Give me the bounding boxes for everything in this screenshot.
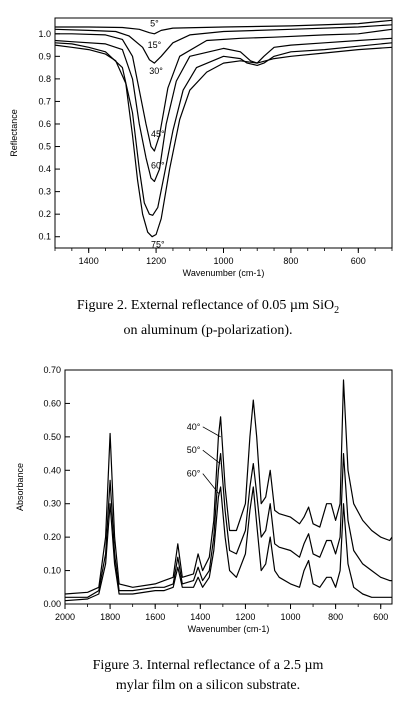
y-tick-label: 0.40 <box>43 465 61 475</box>
series-label-45deg: 45° <box>151 129 165 139</box>
figure-2-caption: Figure 2. External reflectance of 0.05 µ… <box>0 296 416 341</box>
series-line-15deg <box>54 24 393 64</box>
absorbance-chart: 2000 1800 1600 1400 1200 1000 800 600 0.00 0.10 0.… <box>15 365 393 634</box>
y-tick-label: 0.2 <box>38 209 51 219</box>
series-label-75deg: 75° <box>151 240 165 250</box>
annotation-label-40deg: 40° <box>187 422 201 432</box>
series-line-60deg <box>54 42 393 216</box>
y-tick-label: 0.4 <box>38 164 51 174</box>
series-line-75deg <box>54 44 393 238</box>
series-line-60deg <box>64 486 392 602</box>
x-tick-label: 2000 <box>55 612 75 622</box>
series-line-5deg <box>55 19 393 35</box>
x-tick-label: 1000 <box>213 256 233 266</box>
y-tick-label: 0.8 <box>38 74 51 84</box>
series-line-45deg <box>54 37 393 183</box>
x-tick-label: 800 <box>328 612 343 622</box>
x-tick-label: 1000 <box>281 612 301 622</box>
figure-2-caption-line1: Figure 2. External reflectance of 0.05 µ… <box>76 298 335 313</box>
x-tick-label: 1200 <box>235 612 255 622</box>
reflectance-chart: 1400 1200 1000 800 600 0.1 0.2 0.3 0.4 0.5 0.6 0.7 0… <box>9 17 393 278</box>
series-label-30deg: 30° <box>149 66 163 76</box>
annotation-leader <box>202 426 221 438</box>
y-tick-label: 0.3 <box>38 187 51 197</box>
figure-3-caption-line1: Figure 3. Internal reflectance of a 2.5 … <box>92 658 324 673</box>
y-tick-label: 0.9 <box>38 51 51 61</box>
x-tick-label: 1800 <box>100 612 120 622</box>
figure-3-caption-line2: mylar film on a silicon substrate. <box>115 678 301 693</box>
y-axis-label: Reflectance <box>9 109 19 157</box>
annotation-label-50deg: 50° <box>187 445 201 455</box>
x-axis-label: Wavenumber (cm-1) <box>183 268 265 278</box>
y-tick-label: 0.10 <box>43 566 61 576</box>
y-tick-label: 0.60 <box>43 398 61 408</box>
x-tick-label: 1200 <box>146 256 166 266</box>
series-label-5deg: 5° <box>150 19 159 29</box>
series-line-50deg <box>65 453 392 598</box>
figure-2-caption-line2: on aluminum (p-polarization). <box>123 322 293 338</box>
figure-3-caption: Figure 3. Internal reflectance of a 2.5 … <box>0 656 416 696</box>
x-tick-label: 1600 <box>145 612 165 622</box>
figure-2-caption-subscript: 2 <box>334 304 340 316</box>
series-label-60deg: 60° <box>151 161 165 171</box>
y-tick-label: 0.30 <box>43 499 61 509</box>
annotation-label-60deg: 60° <box>187 469 201 479</box>
y-tick-label: 0.5 <box>38 142 51 152</box>
y-tick-label: 0.6 <box>38 119 51 129</box>
y-tick-label: 0.7 <box>38 96 51 106</box>
y-axis-label: Absorbance <box>15 463 25 511</box>
x-tick-label: 600 <box>373 612 388 622</box>
annotation-leader <box>202 449 221 464</box>
y-tick-label: 1.0 <box>38 29 51 39</box>
x-tick-label: 1400 <box>190 612 210 622</box>
series-line-30deg <box>55 28 393 152</box>
y-tick-label: 0.20 <box>43 532 61 542</box>
y-tick-label: 0.50 <box>43 432 61 442</box>
series-label-15deg: 15° <box>148 40 162 50</box>
plot-frame <box>64 369 393 605</box>
y-tick-label: 0.70 <box>43 365 61 375</box>
series-line-40deg <box>64 379 393 595</box>
y-tick-label: 0.1 <box>38 232 51 242</box>
x-tick-label: 600 <box>351 256 366 266</box>
x-tick-label: 1400 <box>79 256 99 266</box>
x-axis-label: Wavenumber (cm-1) <box>188 624 270 634</box>
annotation-leader <box>202 473 220 494</box>
x-tick-label: 800 <box>283 256 298 266</box>
y-tick-label: 0.00 <box>43 599 61 609</box>
